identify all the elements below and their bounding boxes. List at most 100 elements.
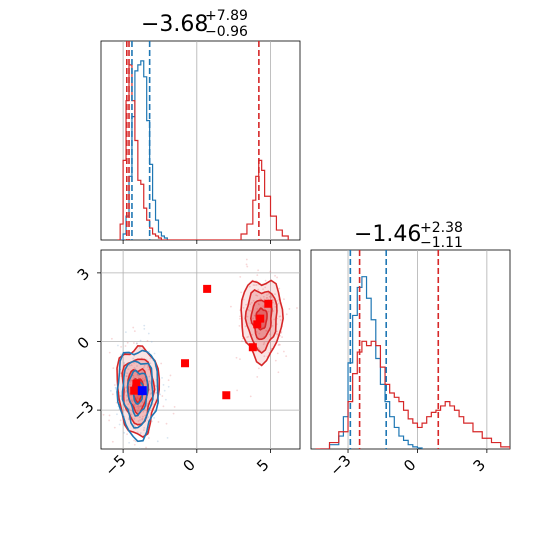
sample-point-red	[143, 379, 145, 382]
sample-point-red	[155, 392, 158, 394]
sample-point-red	[247, 335, 250, 338]
sample-point-red	[167, 379, 170, 382]
sample-point-red	[272, 310, 275, 312]
sample-point-red	[263, 355, 266, 358]
marker-red-7	[132, 379, 141, 388]
sample-point-red	[269, 295, 271, 298]
sample-point-blue	[141, 401, 144, 404]
sample-point-red	[112, 367, 115, 370]
sample-point-red	[125, 394, 128, 397]
sample-point-blue	[138, 447, 141, 449]
sample-point-blue	[143, 380, 145, 383]
sample-point-red	[265, 297, 268, 299]
sample-point-blue	[136, 365, 138, 367]
hist-series-p2-0	[320, 276, 423, 449]
sample-point-red	[108, 414, 111, 417]
sample-point-red	[252, 317, 254, 320]
sample-point-blue	[151, 420, 153, 423]
sample-point-red	[267, 292, 270, 295]
sample-point-red	[280, 331, 283, 334]
sample-point-red	[244, 325, 247, 328]
sample-point-red	[136, 397, 139, 400]
sample-point-blue	[123, 431, 126, 434]
sample-point-red	[279, 319, 282, 321]
sample-point-red	[141, 415, 144, 418]
sample-point-blue	[132, 357, 135, 360]
sample-point-blue	[139, 419, 141, 421]
sample-point-blue	[147, 332, 150, 335]
sample-point-blue	[149, 362, 152, 365]
sample-point-red	[252, 299, 255, 302]
sample-point-red	[246, 336, 249, 339]
marker-red-3	[248, 343, 257, 352]
sample-point-red	[133, 361, 136, 364]
sample-point-red	[119, 419, 122, 422]
sample-point-red	[140, 405, 143, 407]
sample-point-blue	[139, 339, 142, 342]
title-param-1: −3.68 +7.89 −0.96	[141, 8, 248, 40]
sample-point-red	[246, 315, 249, 318]
sample-point-red	[147, 366, 149, 369]
sample-point-red	[256, 376, 259, 378]
sample-point-blue	[109, 389, 112, 392]
sample-point-red	[165, 422, 168, 425]
sample-point-red	[120, 346, 122, 348]
sample-point-red	[127, 403, 130, 406]
sample-point-blue	[155, 475, 157, 477]
h2-x-tick-label-1: 0	[400, 456, 419, 475]
sample-point-red	[271, 298, 274, 301]
sample-point-red	[282, 350, 285, 353]
marker-red-0	[203, 284, 212, 293]
sample-point-blue	[129, 394, 132, 397]
sample-point-blue	[137, 404, 140, 407]
sample-point-blue	[133, 418, 136, 420]
sample-point-red	[230, 305, 232, 308]
sample-point-blue	[153, 417, 156, 419]
sample-point-blue	[167, 385, 170, 388]
hist-series-p1-1	[117, 64, 289, 240]
sample-point-red	[274, 274, 276, 277]
sample-point-blue	[115, 386, 118, 389]
sample-point-red	[138, 374, 140, 377]
marker-red-8	[130, 386, 139, 395]
sample-point-red	[126, 433, 128, 436]
sample-point-blue	[166, 436, 169, 439]
sample-point-red	[240, 340, 243, 343]
h2-x-tick-label-2: 3	[470, 456, 489, 475]
sample-point-red	[271, 325, 274, 327]
sample-point-red	[250, 301, 253, 304]
sample-point-blue	[148, 350, 150, 353]
sample-point-blue	[162, 383, 165, 386]
sample-point-blue	[139, 416, 141, 419]
sample-point-red	[127, 368, 130, 371]
sample-point-red	[253, 314, 256, 317]
title-param-1-plus: +7.89	[205, 8, 248, 24]
sample-point-red	[285, 313, 288, 316]
marker-red-6	[264, 299, 273, 308]
sample-point-red	[256, 308, 259, 310]
sample-point-red	[276, 330, 279, 333]
sample-point-red	[108, 351, 111, 354]
sample-point-red	[259, 297, 262, 300]
sample-point-red	[236, 389, 239, 392]
sample-point-blue	[128, 441, 131, 444]
sample-point-red	[143, 364, 146, 367]
sample-point-red	[235, 356, 238, 359]
sample-point-blue	[128, 408, 131, 410]
marker-red-5	[256, 314, 265, 323]
sample-point-blue	[130, 399, 133, 402]
sample-point-blue	[139, 432, 142, 434]
sample-point-blue	[136, 405, 139, 408]
sample-point-red	[257, 367, 260, 370]
sample-point-blue	[126, 398, 129, 401]
sample-point-blue	[95, 372, 97, 374]
marker-blue	[137, 386, 147, 396]
sample-point-blue	[128, 364, 131, 367]
sample-point-red	[129, 474, 131, 476]
sample-point-red	[141, 377, 144, 380]
sample-point-red	[274, 359, 277, 362]
sample-point-blue	[118, 423, 121, 426]
sample-point-red	[266, 294, 268, 296]
sample-point-red	[269, 270, 272, 273]
sample-point-red	[123, 363, 126, 366]
